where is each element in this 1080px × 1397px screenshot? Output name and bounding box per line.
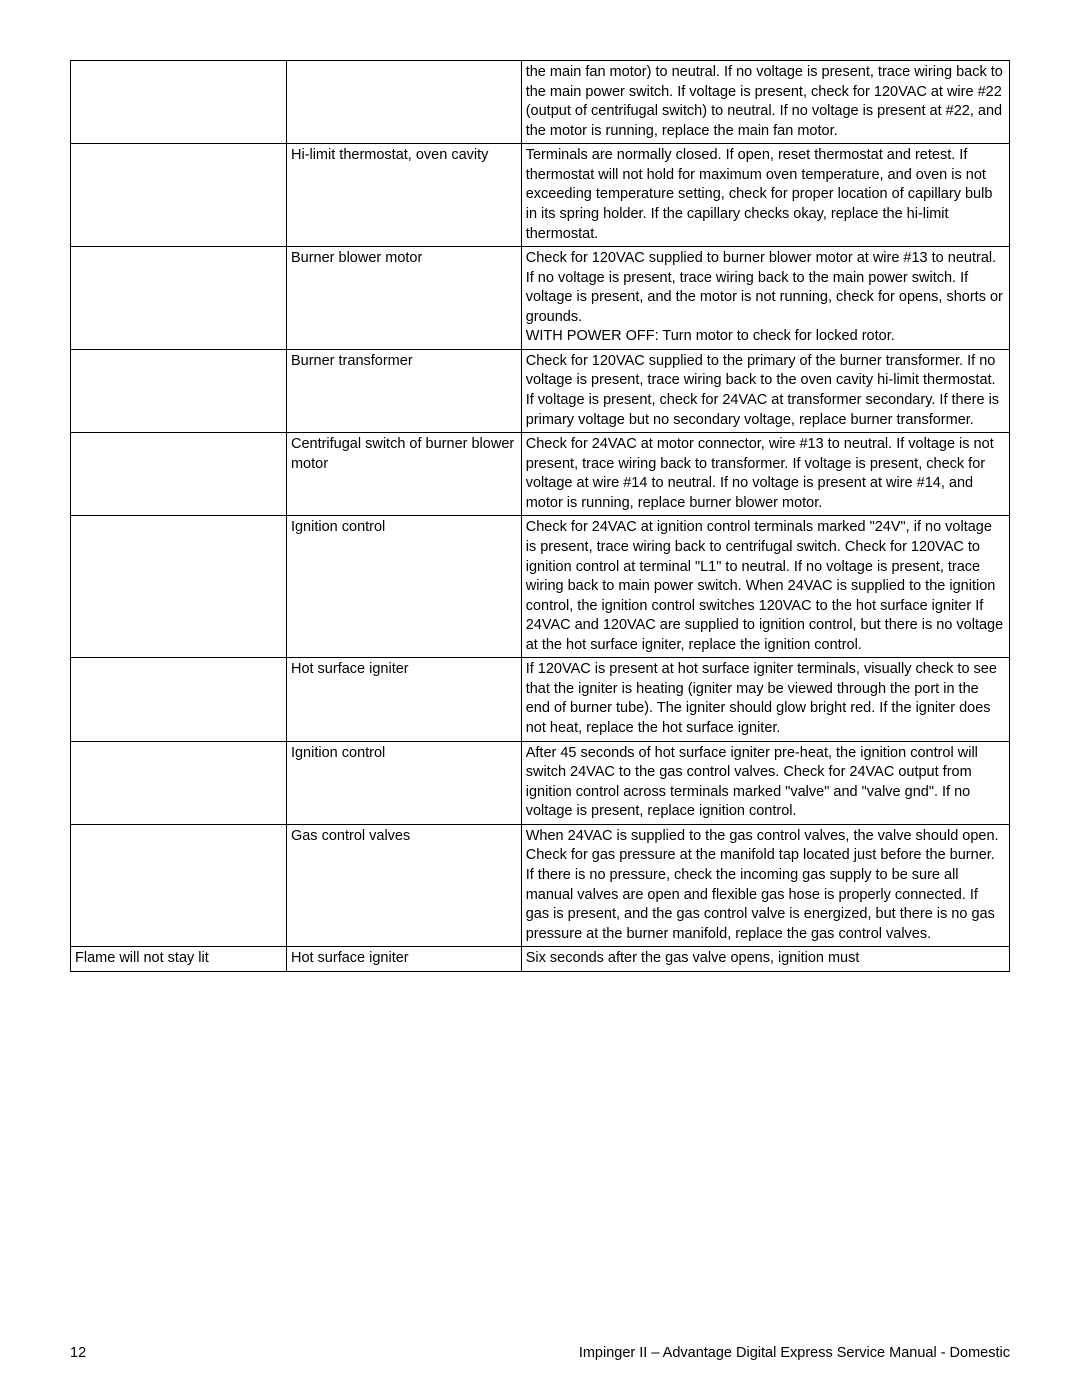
table-row: the main fan motor) to neutral. If no vo… [71,61,1010,144]
page-footer: 12 Impinger II – Advantage Digital Expre… [70,1345,1010,1361]
table-cell-component: Burner blower motor [286,247,521,350]
table-cell-symptom [71,61,287,144]
table-cell-symptom [71,824,287,946]
table-cell-symptom [71,144,287,247]
page-number: 12 [70,1345,86,1361]
troubleshooting-table: the main fan motor) to neutral. If no vo… [70,60,1010,972]
table-cell-symptom [71,658,287,741]
table-cell-component: Hot surface igniter [286,658,521,741]
table-cell-symptom [71,247,287,350]
table-cell-procedure: Check for 24VAC at ignition control term… [521,516,1009,658]
table-cell-component: Ignition control [286,741,521,824]
table-row: Ignition controlAfter 45 seconds of hot … [71,741,1010,824]
table-row: Ignition controlCheck for 24VAC at ignit… [71,516,1010,658]
table-row: Burner blower motorCheck for 120VAC supp… [71,247,1010,350]
table-cell-symptom [71,433,287,516]
table-cell-procedure: After 45 seconds of hot surface igniter … [521,741,1009,824]
table-cell-procedure: Check for 120VAC supplied to burner blow… [521,247,1009,350]
table-cell-component: Centrifugal switch of burner blower moto… [286,433,521,516]
table-cell-procedure: Six seconds after the gas valve opens, i… [521,947,1009,972]
table-cell-procedure: If 120VAC is present at hot surface igni… [521,658,1009,741]
table-cell-component: Burner transformer [286,349,521,432]
table-row: Flame will not stay litHot surface ignit… [71,947,1010,972]
table-row: Hi-limit thermostat, oven cavityTerminal… [71,144,1010,247]
table-cell-symptom [71,349,287,432]
table-row: Centrifugal switch of burner blower moto… [71,433,1010,516]
table-cell-procedure: Check for 120VAC supplied to the primary… [521,349,1009,432]
table-cell-procedure: Check for 24VAC at motor connector, wire… [521,433,1009,516]
table-cell-component [286,61,521,144]
table-row: Gas control valvesWhen 24VAC is supplied… [71,824,1010,946]
table-cell-symptom [71,741,287,824]
table-cell-procedure: Terminals are normally closed. If open, … [521,144,1009,247]
table-cell-component: Hi-limit thermostat, oven cavity [286,144,521,247]
table-cell-component: Hot surface igniter [286,947,521,972]
table-cell-procedure: the main fan motor) to neutral. If no vo… [521,61,1009,144]
table-cell-symptom [71,516,287,658]
table-cell-component: Ignition control [286,516,521,658]
footer-title: Impinger II – Advantage Digital Express … [579,1345,1010,1361]
table-row: Hot surface igniterIf 120VAC is present … [71,658,1010,741]
table-cell-procedure: When 24VAC is supplied to the gas contro… [521,824,1009,946]
table-row: Burner transformerCheck for 120VAC suppl… [71,349,1010,432]
table-cell-component: Gas control valves [286,824,521,946]
table-cell-symptom: Flame will not stay lit [71,947,287,972]
